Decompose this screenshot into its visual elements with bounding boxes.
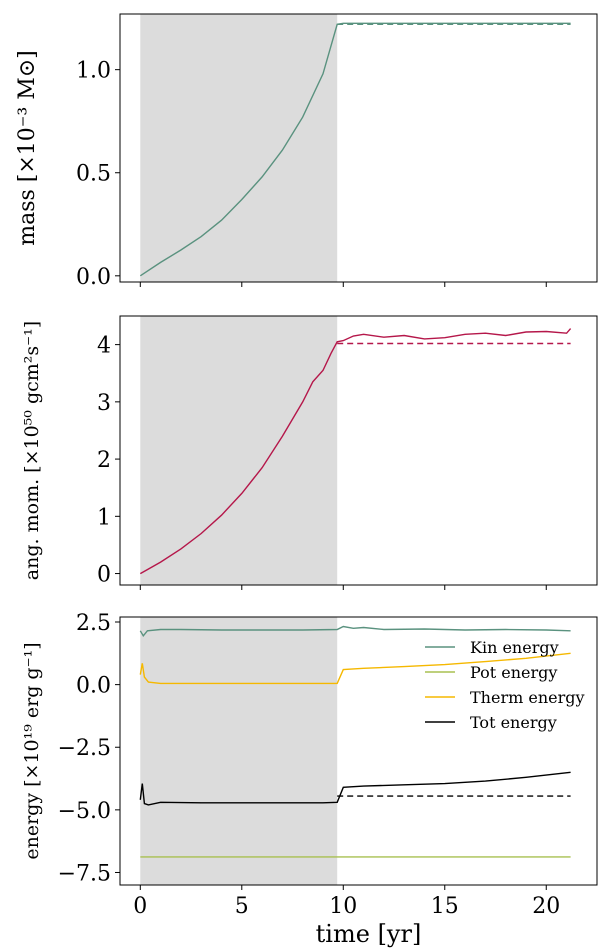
panel-3: 0 5 10 15 20 2.5 0.0 −2.5 −5.0 −7.5 energy [×10¹⁹ …	[21, 611, 598, 919]
x-tick-label: 20	[532, 894, 560, 919]
series-line	[139, 652, 571, 685]
y-tick-label: 2	[97, 448, 111, 473]
y-tick-label: 1	[97, 505, 111, 530]
y-tick-label: 2.5	[76, 611, 111, 636]
legend: Kin energy Pot energy Therm energy Tot ener…	[425, 638, 585, 732]
x-tick-label: 10	[329, 894, 357, 919]
shaded-region	[140, 14, 338, 282]
y-tick-label: 0	[97, 563, 111, 588]
x-tick-label: 15	[431, 894, 459, 919]
panel-1: 0.0 0.5 1.0 mass [×10⁻³ M⊙]	[15, 13, 598, 290]
plot-frame	[119, 13, 598, 283]
y-axis-label: ang. mom. [×10⁵⁰ gcm²s⁻¹]	[21, 321, 43, 580]
y-tick-label: 1.0	[76, 59, 111, 84]
plot-frame	[119, 315, 598, 586]
y-axis-label: mass [×10⁻³ M⊙]	[15, 50, 40, 246]
x-axis-label: time [yr]	[316, 920, 422, 948]
series-line	[139, 22, 571, 277]
plot-frame	[119, 616, 598, 886]
series-line	[139, 328, 572, 575]
x-tick-label: 0	[133, 894, 147, 919]
shaded-region	[140, 316, 338, 585]
y-tick-label: 3	[97, 391, 111, 416]
legend-label: Pot energy	[470, 663, 557, 682]
y-tick-label: −7.5	[58, 861, 111, 886]
y-tick-label: 0.0	[76, 674, 111, 699]
series-line	[139, 625, 571, 638]
shaded-region	[140, 617, 338, 885]
series-line	[139, 771, 571, 806]
y-tick-label: 4	[97, 334, 111, 359]
y-tick-label: −2.5	[58, 736, 111, 761]
y-tick-label: 0.5	[76, 162, 111, 187]
y-axis-label: energy [×10¹⁹ erg g⁻¹]	[21, 642, 43, 859]
legend-label: Therm energy	[470, 688, 585, 707]
legend-label: Tot energy	[470, 713, 557, 732]
y-tick-label: −5.0	[58, 799, 111, 824]
x-tick-label: 5	[235, 894, 249, 919]
legend-label: Kin energy	[470, 638, 559, 657]
panel-2: 0 1 2 3 4 ang. mom. [×10⁵⁰ gcm²s⁻¹]	[21, 315, 598, 590]
y-tick-label: 0.0	[76, 265, 111, 290]
